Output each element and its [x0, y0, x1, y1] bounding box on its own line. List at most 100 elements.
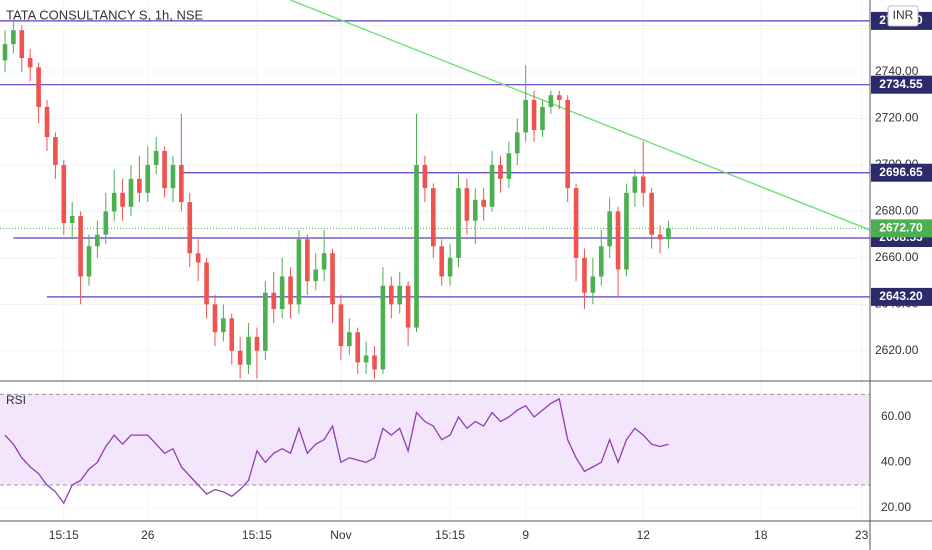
- candle-body: [414, 164, 419, 328]
- currency: INR: [893, 8, 914, 22]
- candle-body: [221, 318, 226, 333]
- candle-body: [456, 188, 461, 258]
- candle-body: [11, 30, 16, 45]
- candle-body: [229, 318, 235, 351]
- candle-body: [649, 192, 654, 235]
- candle-body: [95, 234, 100, 247]
- level-label: 2643.20: [879, 289, 923, 303]
- candle-body: [263, 292, 268, 351]
- x-tick-label: 15:15: [435, 528, 465, 542]
- rsi-tick-label: 40.00: [881, 455, 911, 469]
- candle-body: [640, 176, 646, 193]
- candle-body: [111, 192, 117, 212]
- candle-body: [405, 285, 411, 328]
- candle-body: [2, 44, 8, 61]
- candle-body: [430, 188, 436, 247]
- candle-body: [422, 164, 428, 189]
- candle-body: [212, 304, 218, 333]
- candle-body: [506, 153, 512, 179]
- candle-body: [61, 164, 67, 224]
- candle-body: [195, 253, 201, 263]
- candle-body: [279, 276, 285, 309]
- trendline: [290, 0, 871, 231]
- candle-body: [498, 164, 503, 179]
- candle-body: [78, 216, 83, 277]
- candle-body: [666, 228, 671, 240]
- candle-body: [590, 276, 596, 293]
- rsi-tick-label: 60.00: [881, 409, 911, 423]
- candle-body: [305, 239, 310, 282]
- candle-body: [288, 276, 293, 305]
- candle-body: [607, 211, 612, 247]
- candle-body: [120, 192, 125, 207]
- candle-body: [565, 99, 570, 189]
- x-tick-label: 12: [637, 528, 651, 542]
- candle-body: [137, 178, 142, 193]
- candle-body: [246, 336, 251, 365]
- level-label-bg: [871, 163, 932, 182]
- candle-body: [548, 95, 554, 107]
- candle-body: [615, 211, 621, 270]
- candle-body: [489, 164, 495, 207]
- candle-body: [338, 304, 344, 347]
- level-label-bg: [871, 287, 932, 306]
- candle-body: [531, 99, 537, 131]
- candle-body: [271, 292, 277, 309]
- x-tick-label: 23: [855, 528, 869, 542]
- currency-box[interactable]: [887, 5, 919, 27]
- plot: [0, 0, 871, 521]
- candle-body: [103, 211, 109, 235]
- candle-body: [598, 246, 604, 277]
- candle-body: [481, 199, 486, 207]
- candle-body: [86, 246, 92, 277]
- x-tick-label: 26: [141, 528, 155, 542]
- chart-title: TATA CONSULTANCY S, 1h, NSE: [6, 7, 204, 22]
- y-tick-label: 2740.00: [875, 64, 919, 78]
- candle-body: [145, 164, 151, 193]
- candle-body: [330, 253, 335, 305]
- candle-body: [556, 95, 562, 100]
- current-price-label: 2672.70: [879, 221, 923, 235]
- candle-body: [540, 106, 545, 131]
- candle-body: [439, 246, 445, 277]
- candle-body: [27, 58, 33, 68]
- candle-body: [44, 106, 50, 138]
- candle-body: [321, 253, 327, 270]
- candle-body: [53, 137, 58, 165]
- candle-body: [347, 332, 352, 347]
- y-tick-label: 2620.00: [875, 343, 919, 357]
- candle-body: [254, 336, 260, 351]
- x-tick-label: 9: [522, 528, 529, 542]
- candle-body: [19, 30, 25, 59]
- y-tick-label: 2720.00: [875, 111, 919, 125]
- candle-body: [389, 285, 394, 305]
- candle-body: [523, 99, 528, 133]
- candle-body: [69, 216, 75, 224]
- candle-body: [153, 151, 159, 165]
- candle-body: [187, 202, 193, 254]
- rsi-tick-label: 20.00: [881, 500, 911, 514]
- candle-body: [372, 355, 377, 370]
- candle-body: [657, 234, 663, 240]
- indicator-name: RSI: [6, 393, 26, 407]
- candle-body: [170, 164, 176, 189]
- candle-body: [624, 192, 629, 270]
- rsi-line: [4, 397, 669, 505]
- candle-body: [36, 67, 41, 107]
- candle-body: [128, 178, 134, 207]
- level-label-bg: [871, 75, 932, 94]
- candle-body: [397, 285, 403, 305]
- candle-body: [179, 164, 184, 203]
- candle-body: [355, 332, 361, 363]
- candle-body: [447, 257, 453, 277]
- candle-body: [472, 199, 478, 221]
- candle-body: [464, 188, 470, 221]
- candle-body: [363, 355, 369, 363]
- level-label: 2734.55: [879, 77, 923, 91]
- rsi-band: [0, 394, 870, 485]
- candle-body: [632, 176, 638, 193]
- candle-body: [573, 188, 579, 258]
- x-tick-label: 15:15: [49, 528, 79, 542]
- x-tick-label: Nov: [330, 528, 351, 542]
